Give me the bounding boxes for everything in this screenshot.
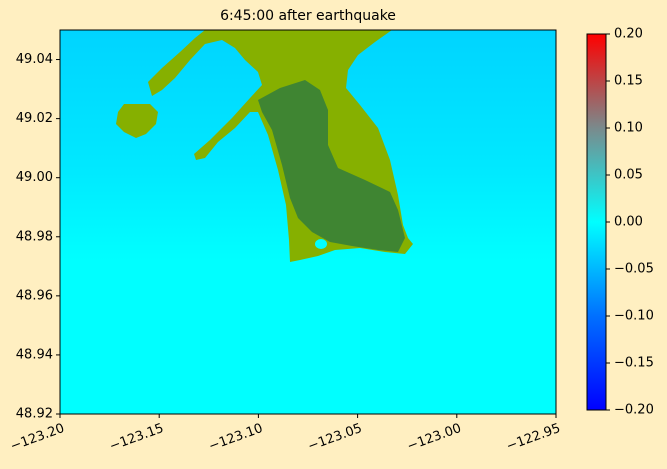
y-tick-label: 48.98 [16,229,53,244]
colorbar-tick-label: 0.20 [614,27,643,42]
y-tick-label: 49.04 [16,52,53,67]
axes-frame [59,29,557,415]
lake [315,239,327,249]
colorbar [586,33,607,411]
colorbar-tick-label: 0.10 [614,121,643,136]
colorbar-tick-label: −0.10 [614,309,654,324]
y-tick-label: 48.94 [16,347,53,362]
colorbar-tick-label: 0.05 [614,168,643,183]
chart-title: 6:45:00 after earthquake [220,8,396,24]
colorbar-tick-label: 0.15 [614,74,643,89]
map [60,30,556,414]
island [116,104,158,138]
colorbar-tick-label: −0.05 [614,262,654,277]
y-tick-label: 49.00 [16,170,53,185]
y-tick-label: 48.92 [16,407,53,422]
y-tick-label: 49.02 [16,111,53,126]
colorbar-tick-label: 0.00 [614,215,643,230]
colorbar-tick-label: −0.20 [614,403,654,418]
low-land [258,80,405,252]
colorbar-tick-label: −0.15 [614,356,654,371]
y-tick-label: 48.96 [16,288,53,303]
